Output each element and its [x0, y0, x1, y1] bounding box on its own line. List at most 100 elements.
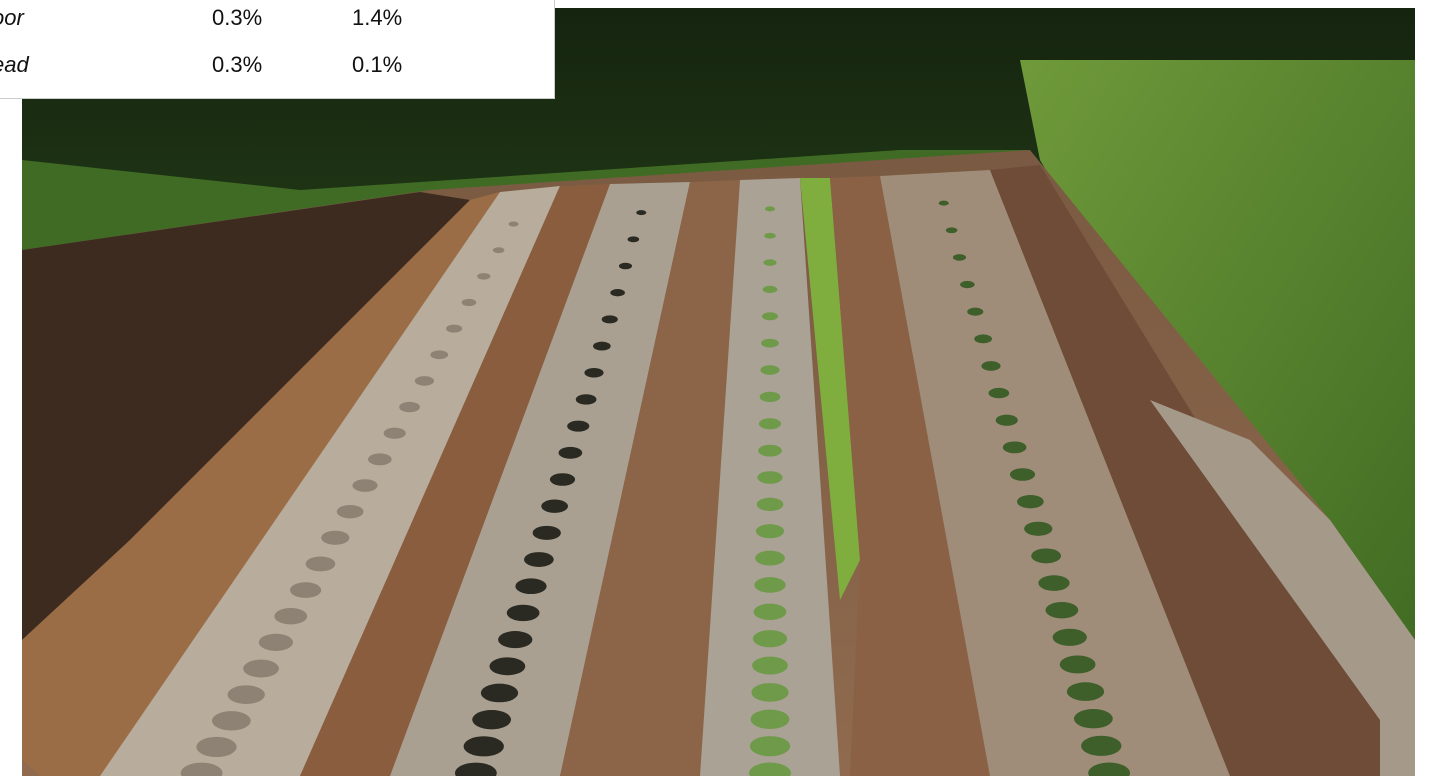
planting	[636, 210, 647, 216]
planting	[952, 254, 967, 261]
cell-value: 0.3%	[212, 52, 263, 77]
planting	[258, 633, 294, 651]
planting	[758, 444, 782, 457]
path	[990, 165, 1380, 776]
planting	[1038, 575, 1070, 591]
dark-soil	[22, 192, 470, 640]
planting	[541, 499, 568, 513]
planting	[243, 659, 279, 678]
planting	[1009, 468, 1036, 481]
planting	[463, 736, 504, 757]
path	[300, 184, 610, 776]
planting	[756, 497, 784, 512]
planting	[472, 709, 512, 730]
row-label: ead	[0, 52, 29, 77]
planting	[1024, 521, 1053, 536]
planting	[974, 334, 992, 344]
planting	[549, 473, 576, 486]
gravel-row	[390, 182, 690, 776]
planting	[515, 578, 547, 595]
planting	[558, 446, 583, 459]
planting	[454, 762, 497, 776]
planting	[477, 273, 491, 280]
planting	[480, 683, 519, 703]
planting	[180, 762, 223, 776]
planting	[758, 418, 782, 430]
planting	[321, 530, 350, 545]
plantings	[180, 200, 1131, 776]
planting	[1081, 735, 1122, 756]
planting	[754, 577, 786, 593]
planting	[1088, 762, 1131, 776]
planting	[601, 315, 618, 324]
planting	[1045, 601, 1079, 619]
planting	[755, 550, 785, 566]
planting	[995, 414, 1018, 426]
planting	[760, 365, 780, 375]
planting	[461, 298, 477, 307]
planting	[289, 582, 322, 598]
planting	[755, 524, 785, 539]
planting	[352, 479, 378, 492]
planting	[762, 285, 778, 294]
path	[830, 176, 990, 776]
planting	[508, 221, 519, 227]
gravel-row	[880, 170, 1230, 776]
planting	[627, 236, 640, 243]
planting	[759, 391, 781, 403]
planting	[1031, 548, 1061, 564]
stats-table: oor 0.3% 1.4% ead 0.3% 0.1%	[0, 0, 555, 99]
cell-value: 1.4%	[352, 5, 403, 30]
planting	[764, 206, 776, 212]
planting	[274, 608, 308, 625]
planting	[753, 603, 787, 621]
planting	[336, 504, 364, 519]
planting	[761, 312, 779, 321]
planting	[446, 324, 463, 333]
planting	[532, 525, 561, 540]
planting	[305, 556, 336, 572]
planting	[211, 711, 251, 731]
shrub-row	[800, 178, 860, 600]
planting	[498, 631, 533, 649]
planting	[575, 394, 597, 405]
planting	[567, 420, 590, 432]
planting	[763, 259, 777, 266]
planting	[751, 683, 789, 702]
planting	[761, 338, 779, 348]
planting	[492, 247, 505, 254]
planting	[988, 387, 1010, 399]
planting	[489, 657, 526, 676]
planting	[1066, 682, 1105, 701]
planting	[967, 307, 984, 316]
planting	[749, 736, 791, 757]
path	[560, 180, 740, 776]
planting	[981, 361, 1001, 371]
gravel-row	[100, 186, 560, 776]
planting	[618, 262, 633, 270]
planting	[414, 376, 434, 386]
planting	[524, 552, 554, 567]
planting	[1073, 709, 1113, 729]
planting	[430, 350, 449, 360]
planting	[227, 685, 265, 704]
planting	[610, 289, 625, 297]
planting	[938, 200, 949, 206]
planting	[506, 604, 540, 622]
planting	[399, 401, 420, 413]
planting	[752, 630, 788, 648]
planting	[960, 280, 975, 289]
planting	[368, 453, 392, 466]
planting	[584, 367, 604, 378]
planting	[1002, 441, 1027, 454]
planting	[749, 762, 791, 776]
planting	[1059, 655, 1096, 674]
planting	[752, 656, 788, 675]
planting	[1017, 494, 1044, 509]
cell-value: 0.3%	[212, 5, 263, 30]
cell-value: 0.1%	[352, 52, 403, 77]
planting	[196, 736, 237, 758]
planting	[764, 232, 776, 239]
